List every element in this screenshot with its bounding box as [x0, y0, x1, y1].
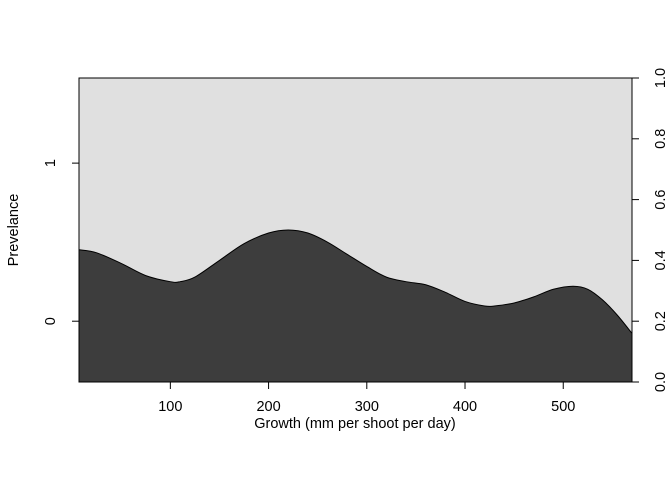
lower-density-region — [79, 230, 632, 382]
left-tick-label: 0 — [43, 317, 59, 325]
x-tick-label: 300 — [355, 399, 379, 415]
x-tick-label: 500 — [551, 399, 575, 415]
right-tick-label: 0.2 — [653, 311, 669, 331]
density-boundary-line — [78, 229, 633, 334]
right-tick-label: 0.4 — [653, 250, 669, 270]
x-axis-label: Growth (mm per shoot per day) — [254, 416, 455, 432]
x-tick-label: 200 — [256, 399, 280, 415]
right-tick-label: 1.0 — [653, 68, 669, 88]
left-tick-label: 1 — [43, 159, 59, 167]
right-tick-label: 0.6 — [653, 190, 669, 210]
right-tick-label: 0.0 — [653, 372, 669, 392]
y-axis-label: Prevelance — [6, 194, 22, 267]
x-tick-label: 400 — [453, 399, 477, 415]
x-tick-label: 100 — [158, 399, 182, 415]
right-tick-label: 0.8 — [653, 129, 669, 149]
plot-frame — [78, 77, 633, 383]
